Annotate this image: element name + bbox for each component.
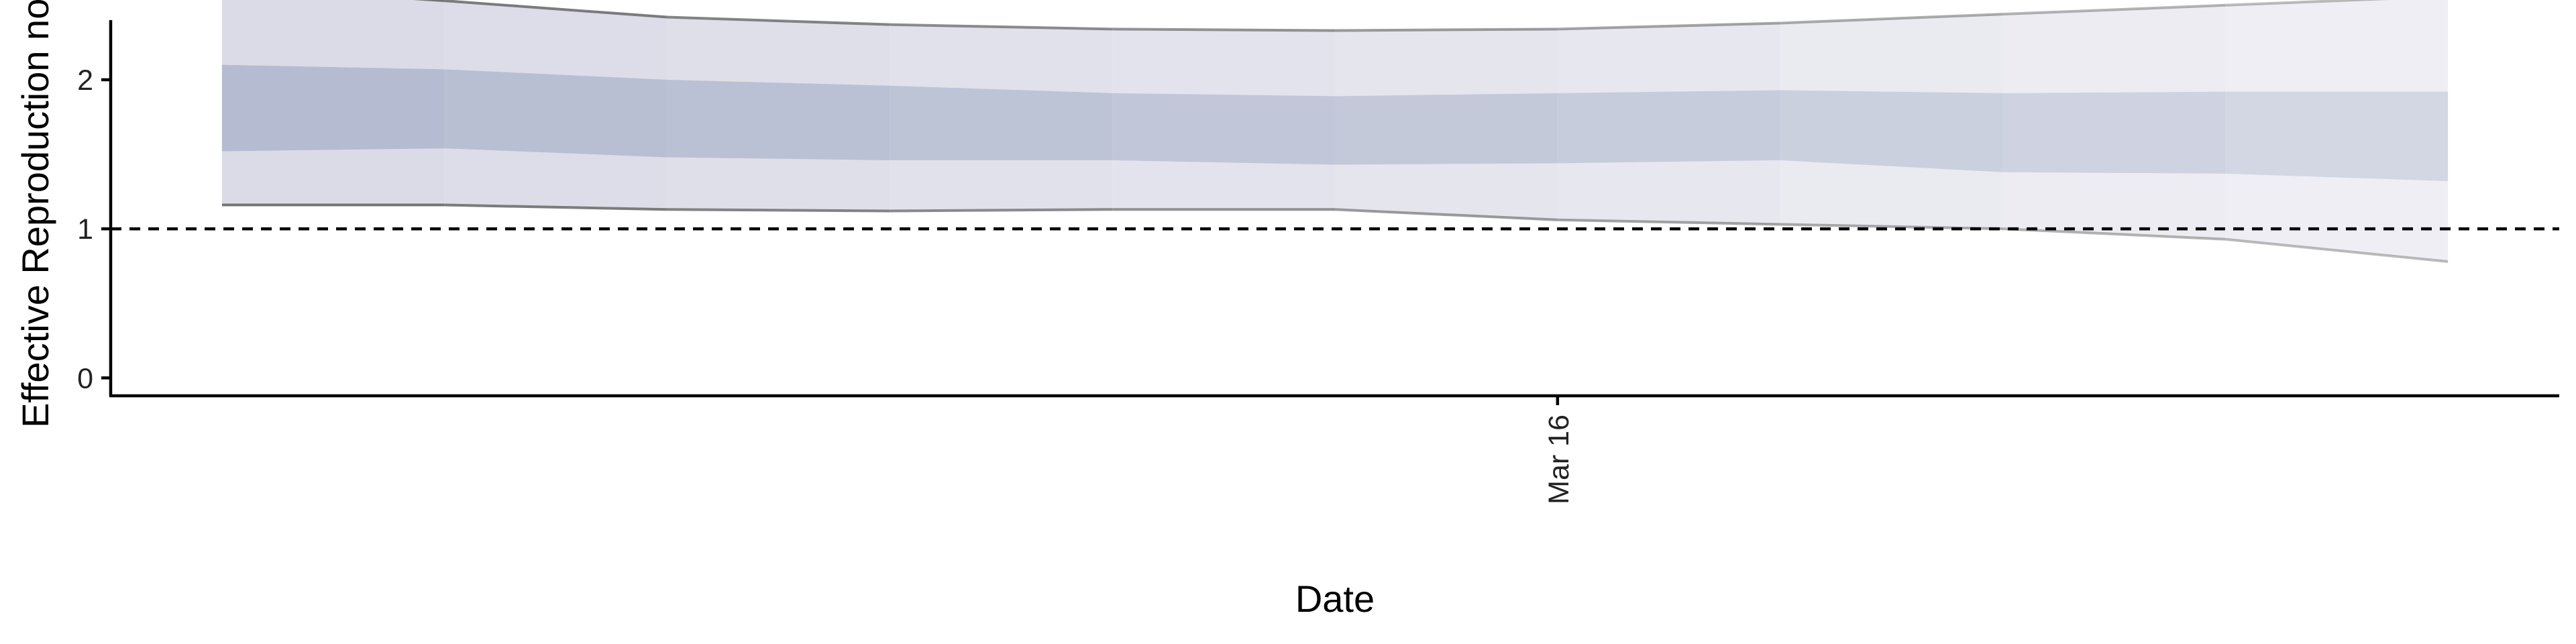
ci50-band-segment (890, 85, 1113, 160)
ci50-band-segment (1112, 93, 1335, 165)
x-axis-ticks: Mar 16 (1543, 396, 1575, 504)
lower-bound-segment (1334, 208, 1558, 221)
lower-bound-segment (1557, 218, 1780, 226)
x-tick-label: Mar 16 (1543, 415, 1575, 504)
y-axis-title: Effective Reproduction no. (14, 0, 56, 428)
ci50-band-segment (1335, 93, 1558, 165)
lower-bound-segment (2002, 227, 2226, 241)
upper-bound-segment (1112, 28, 1336, 32)
lower-bound-segment (444, 203, 667, 211)
ci50-band-segment (1557, 90, 1780, 164)
ci50-band-segment (221, 64, 445, 152)
lower-bound-segment (1780, 223, 2003, 231)
ci50-band-segment (667, 79, 890, 160)
upper-bound-segment (2002, 3, 2226, 16)
upper-bound-segment (444, 0, 667, 19)
upper-bound-segment (1780, 13, 2003, 25)
ci50-band-segment (2002, 91, 2226, 174)
ci50-band-segment (1780, 90, 2003, 172)
x-axis-title: Date (1295, 578, 1375, 620)
ci90-band-segment (2225, 0, 2449, 262)
y-tick-label: 1 (77, 213, 93, 246)
lower-bound-segment (2225, 237, 2449, 263)
upper-bound-segment (667, 15, 890, 26)
ci50-band-segment (2225, 91, 2449, 181)
upper-bound-segment (1557, 21, 1780, 31)
upper-bound-segment (2225, 0, 2389, 7)
lower-bound-segment (890, 208, 1113, 213)
upper-bound-segment (890, 23, 1113, 31)
y-tick-label: 2 (77, 64, 93, 97)
y-tick-label: 0 (77, 362, 93, 394)
plot-area (221, 0, 2449, 263)
upper-bound-segment (1334, 28, 1558, 32)
lower-bound-segment (667, 208, 890, 213)
y-axis-ticks: 0 1 2 (77, 64, 111, 394)
ci50-band-segment (444, 69, 667, 158)
